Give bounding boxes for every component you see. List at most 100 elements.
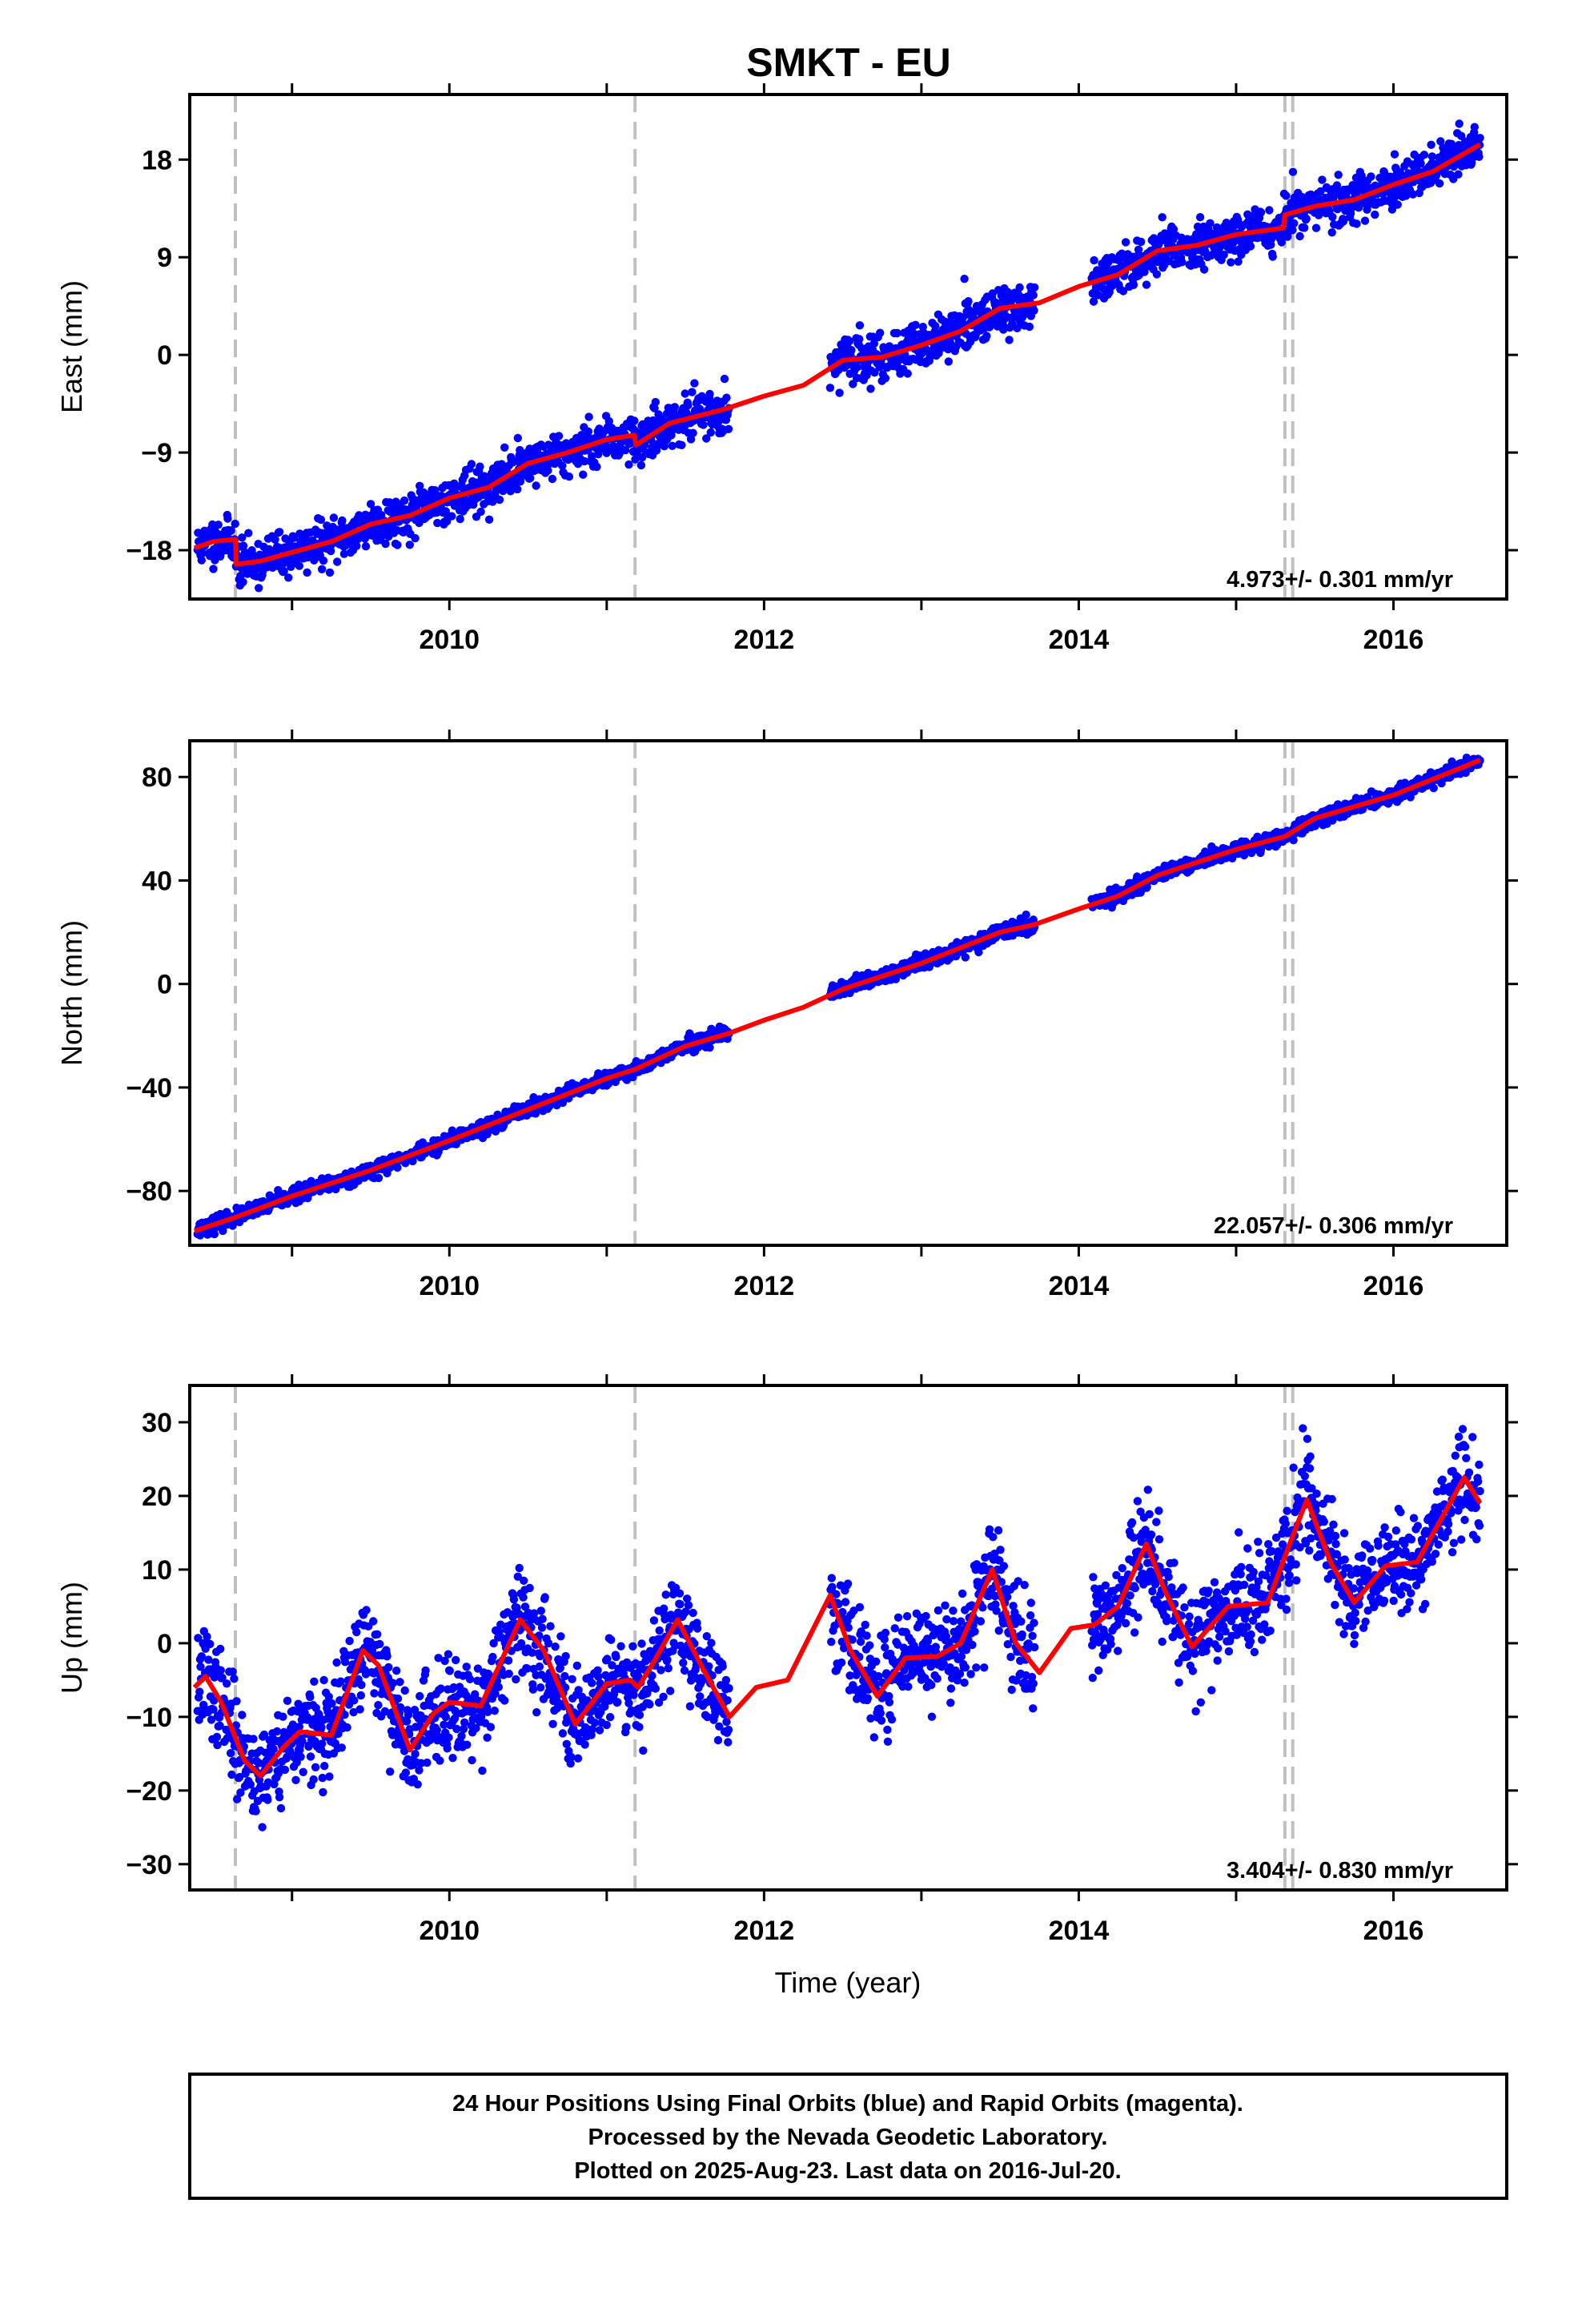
north-data-point xyxy=(374,1173,383,1183)
up-data-point xyxy=(258,1823,267,1831)
east-data-point xyxy=(1475,152,1484,161)
east-data-point xyxy=(1357,171,1366,180)
east-data-point xyxy=(960,275,969,283)
up-data-point xyxy=(206,1639,215,1649)
east-data-point xyxy=(366,500,375,509)
east-data-point xyxy=(279,567,288,576)
east-data-point xyxy=(1327,228,1336,237)
up-data-point xyxy=(296,1752,305,1761)
east-data-point xyxy=(1030,306,1038,315)
east-data-point xyxy=(825,384,835,392)
east-data-point xyxy=(1169,225,1178,234)
east-data-point xyxy=(579,470,588,479)
up-data-point xyxy=(263,1795,272,1804)
east-data-point xyxy=(681,389,689,398)
east-data-point xyxy=(275,528,284,537)
east-data-point xyxy=(564,472,574,481)
east-data-point xyxy=(476,507,485,517)
east-data-point xyxy=(325,568,335,577)
up-data-point xyxy=(343,1723,351,1732)
east-data-point xyxy=(1005,336,1014,344)
east-data-point xyxy=(580,456,589,466)
east-data-point xyxy=(903,369,912,378)
east-data-point xyxy=(720,374,729,384)
east-data-point xyxy=(227,526,235,535)
east-data-point xyxy=(558,461,567,470)
east-data-point xyxy=(209,565,218,573)
east-offset-lines xyxy=(233,94,1295,599)
east-data-point xyxy=(624,460,633,469)
east-data-point xyxy=(239,577,247,586)
east-data-point xyxy=(289,533,299,542)
east-data-point xyxy=(361,510,370,519)
east-ytick-label: −9 xyxy=(141,438,172,468)
east-data-point xyxy=(594,450,603,459)
east-data-point xyxy=(317,565,327,573)
east-data-point xyxy=(239,541,248,550)
up-data-point xyxy=(345,1636,354,1646)
east-data-point xyxy=(964,297,973,306)
east-data-point xyxy=(1295,231,1304,241)
east-ytick-label: 9 xyxy=(157,243,172,273)
east-xtick-label: 2010 xyxy=(419,625,480,655)
east-data-point xyxy=(911,320,920,329)
east-data-point xyxy=(699,420,708,429)
up-data-point xyxy=(226,1749,235,1758)
east-data-point xyxy=(869,339,879,348)
east-data-point xyxy=(1300,223,1309,232)
east-data-point xyxy=(722,393,731,402)
east-data-point xyxy=(513,485,522,494)
east-data-point xyxy=(835,388,844,397)
east-data-point xyxy=(1470,123,1480,131)
up-data-point xyxy=(317,1723,326,1732)
east-data-point xyxy=(400,496,409,505)
east-data-point xyxy=(1219,250,1228,259)
east-data-point xyxy=(690,379,699,388)
east-data-point xyxy=(1311,223,1321,232)
east-data-point xyxy=(876,328,885,337)
east-data-point xyxy=(244,529,253,537)
east-data-point xyxy=(411,533,420,543)
up-scatter-points xyxy=(193,1424,1484,1831)
east-data-point xyxy=(1435,179,1444,188)
north-ytick-label: −40 xyxy=(126,1073,172,1104)
east-data-point xyxy=(689,428,697,437)
east-data-point xyxy=(855,321,865,330)
east-data-point xyxy=(1316,187,1325,196)
north-data-point xyxy=(1022,911,1030,919)
up-data-point xyxy=(276,1803,286,1813)
east-data-point xyxy=(1256,208,1266,217)
east-data-point xyxy=(1302,215,1311,223)
up-data-point xyxy=(228,1667,237,1676)
east-data-point xyxy=(1158,213,1166,222)
up-data-point xyxy=(311,1763,320,1771)
east-data-point xyxy=(1290,219,1299,228)
east-data-point xyxy=(944,357,954,366)
east-data-point xyxy=(1015,283,1024,292)
east-data-point xyxy=(416,481,424,490)
east-data-point xyxy=(352,541,361,550)
east-data-point xyxy=(1089,297,1098,306)
east-data-point xyxy=(847,346,856,355)
east-data-point xyxy=(584,427,593,436)
east-data-point xyxy=(592,462,601,472)
east-data-point xyxy=(405,541,414,549)
east-data-point xyxy=(1390,150,1399,159)
east-data-point xyxy=(1332,181,1342,190)
east-data-point xyxy=(702,434,711,443)
east-data-point xyxy=(931,321,940,331)
east-data-point xyxy=(866,384,875,393)
north-data-point xyxy=(393,1163,402,1172)
east-data-point xyxy=(849,380,857,388)
up-data-point xyxy=(332,1658,341,1667)
east-data-point xyxy=(1268,252,1277,261)
east-data-point xyxy=(339,549,349,558)
east-xtick-label: 2012 xyxy=(734,625,795,655)
east-data-point xyxy=(1140,267,1149,276)
east-data-point xyxy=(329,513,339,522)
east-data-point xyxy=(1193,222,1203,231)
east-data-point xyxy=(441,507,450,516)
east-data-point xyxy=(1282,191,1291,200)
east-data-point xyxy=(668,441,677,450)
